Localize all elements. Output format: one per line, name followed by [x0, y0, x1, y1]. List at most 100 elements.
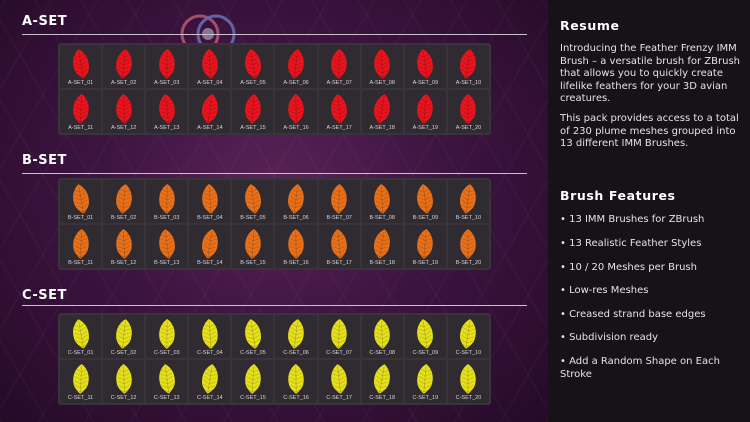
brush-thumbnail[interactable]: B-SET_07 [318, 180, 360, 223]
brush-thumbnail[interactable]: A-SET_03 [146, 45, 188, 88]
set-divider-b [22, 173, 527, 174]
brush-thumbnail[interactable]: B-SET_02 [103, 180, 145, 223]
brush-thumbnail[interactable]: A-SET_07 [318, 45, 360, 88]
brush-thumbnail[interactable]: B-SET_03 [146, 180, 188, 223]
brush-thumbnail[interactable]: A-SET_16 [275, 90, 317, 133]
brush-thumbnail[interactable]: A-SET_13 [146, 90, 188, 133]
brush-thumbnail[interactable]: A-SET_05 [232, 45, 274, 88]
brush-thumbnail[interactable]: A-SET_08 [361, 45, 403, 88]
feather-icon [115, 184, 132, 214]
brush-thumbnail[interactable]: C-SET_17 [318, 360, 360, 403]
brush-grid-c: C-SET_01 C-SET_02 C-SET_03 C-SET_04 C-SET_05… [58, 313, 491, 405]
brush-thumbnail[interactable]: C-SET_10 [447, 315, 489, 358]
brush-thumbnail[interactable]: A-SET_20 [447, 90, 489, 133]
feather-icon [417, 184, 434, 214]
brush-label: B-SET_02 [110, 215, 137, 221]
brush-thumbnail[interactable]: A-SET_10 [447, 45, 489, 88]
feather-icon [202, 319, 218, 349]
feather-icon [331, 364, 347, 394]
feather-icon [201, 364, 218, 394]
brush-thumbnail[interactable]: C-SET_05 [232, 315, 274, 358]
brush-thumbnail[interactable]: C-SET_04 [189, 315, 231, 358]
brush-thumbnail[interactable]: A-SET_09 [404, 45, 446, 88]
brush-thumbnail[interactable]: C-SET_14 [189, 360, 231, 403]
brush-thumbnail[interactable]: C-SET_11 [60, 360, 102, 403]
brush-thumbnail[interactable]: A-SET_18 [361, 90, 403, 133]
brush-thumbnail[interactable]: B-SET_11 [60, 225, 102, 268]
brush-label: C-SET_13 [153, 395, 180, 401]
brush-thumbnail[interactable]: C-SET_07 [318, 315, 360, 358]
brush-thumbnail[interactable]: B-SET_17 [318, 225, 360, 268]
brush-thumbnail[interactable]: B-SET_15 [232, 225, 274, 268]
brush-thumbnail[interactable]: B-SET_19 [404, 225, 446, 268]
brush-label: A-SET_19 [412, 125, 439, 131]
feather-icon [374, 229, 391, 259]
feather-icon [374, 319, 390, 349]
brush-thumbnail[interactable]: C-SET_08 [361, 315, 403, 358]
brush-thumbnail[interactable]: C-SET_15 [232, 360, 274, 403]
brush-thumbnail[interactable]: A-SET_19 [404, 90, 446, 133]
brush-thumbnail[interactable]: B-SET_13 [146, 225, 188, 268]
brush-thumbnail[interactable]: B-SET_12 [103, 225, 145, 268]
brush-label: C-SET_14 [197, 395, 223, 401]
brush-label: C-SET_06 [283, 350, 309, 356]
brush-thumbnail[interactable]: B-SET_20 [447, 225, 489, 268]
brush-thumbnail[interactable]: B-SET_16 [275, 225, 317, 268]
brush-thumbnail[interactable]: C-SET_19 [404, 360, 446, 403]
feature-item: • Low-res Meshes [560, 285, 649, 296]
brush-label: C-SET_17 [326, 395, 352, 401]
brush-thumbnail[interactable]: B-SET_18 [361, 225, 403, 268]
brush-label: A-SET_07 [326, 80, 352, 86]
brush-label: C-SET_04 [197, 350, 223, 356]
brush-thumbnail[interactable]: C-SET_12 [103, 360, 145, 403]
brush-label: A-SET_10 [455, 80, 482, 86]
brush-thumbnail[interactable]: B-SET_10 [447, 180, 489, 223]
brush-thumbnail[interactable]: A-SET_14 [189, 90, 231, 133]
brush-thumbnail[interactable]: B-SET_09 [404, 180, 446, 223]
brush-thumbnail[interactable]: A-SET_17 [318, 90, 360, 133]
brush-thumbnail[interactable]: A-SET_12 [103, 90, 145, 133]
info-panel [548, 0, 750, 422]
brush-thumbnail[interactable]: C-SET_03 [146, 315, 188, 358]
brush-thumbnail[interactable]: C-SET_13 [146, 360, 188, 403]
brush-label: C-SET_18 [369, 395, 396, 401]
brush-label: C-SET_12 [110, 395, 137, 401]
brush-label: A-SET_18 [369, 125, 395, 131]
brush-thumbnail[interactable]: B-SET_14 [189, 225, 231, 268]
brush-thumbnail[interactable]: A-SET_11 [60, 90, 102, 133]
brush-label: B-SET_01 [67, 215, 94, 221]
brush-thumbnail[interactable]: C-SET_20 [447, 360, 489, 403]
brush-thumbnail[interactable]: C-SET_16 [275, 360, 317, 403]
brush-label: A-SET_08 [369, 80, 395, 86]
brush-thumbnail[interactable]: B-SET_01 [60, 180, 102, 223]
brush-thumbnail[interactable]: C-SET_09 [404, 315, 446, 358]
feather-icon [460, 319, 477, 349]
brush-thumbnail[interactable]: A-SET_06 [275, 45, 317, 88]
brush-thumbnail[interactable]: C-SET_01 [60, 315, 102, 358]
brush-thumbnail[interactable]: C-SET_02 [103, 315, 145, 358]
feather-icon [245, 94, 261, 124]
brush-label: B-SET_19 [412, 260, 439, 266]
brush-thumbnail[interactable]: A-SET_15 [232, 90, 274, 133]
brush-label: C-SET_03 [153, 350, 180, 356]
brush-thumbnail[interactable]: B-SET_05 [232, 180, 274, 223]
brush-thumbnail[interactable]: C-SET_18 [361, 360, 403, 403]
brush-thumbnail[interactable]: A-SET_01 [60, 45, 102, 88]
brush-label: A-SET_15 [240, 125, 266, 131]
feather-icon [115, 94, 132, 125]
brush-grid-b: B-SET_01 B-SET_02 B-SET_03 B-SET_04 B-SET_05… [58, 178, 491, 270]
brush-thumbnail[interactable]: A-SET_04 [189, 45, 231, 88]
brush-thumbnail[interactable]: A-SET_02 [103, 45, 145, 88]
feather-icon [72, 94, 89, 124]
brush-thumbnail[interactable]: B-SET_04 [189, 180, 231, 223]
brush-thumbnail[interactable]: C-SET_06 [275, 315, 317, 358]
resume-title: Resume [560, 18, 620, 33]
brush-label: B-SET_16 [283, 260, 309, 266]
set-title-b: B-SET [22, 153, 67, 168]
brush-thumbnail[interactable]: B-SET_06 [275, 180, 317, 223]
brush-label: B-SET_10 [455, 215, 482, 221]
resume-paragraph-1: Introducing the Feather Frenzy IMM Brush… [560, 43, 741, 104]
feather-icon [460, 94, 477, 124]
brush-thumbnail[interactable]: B-SET_08 [361, 180, 403, 223]
brush-label: B-SET_07 [326, 215, 352, 221]
